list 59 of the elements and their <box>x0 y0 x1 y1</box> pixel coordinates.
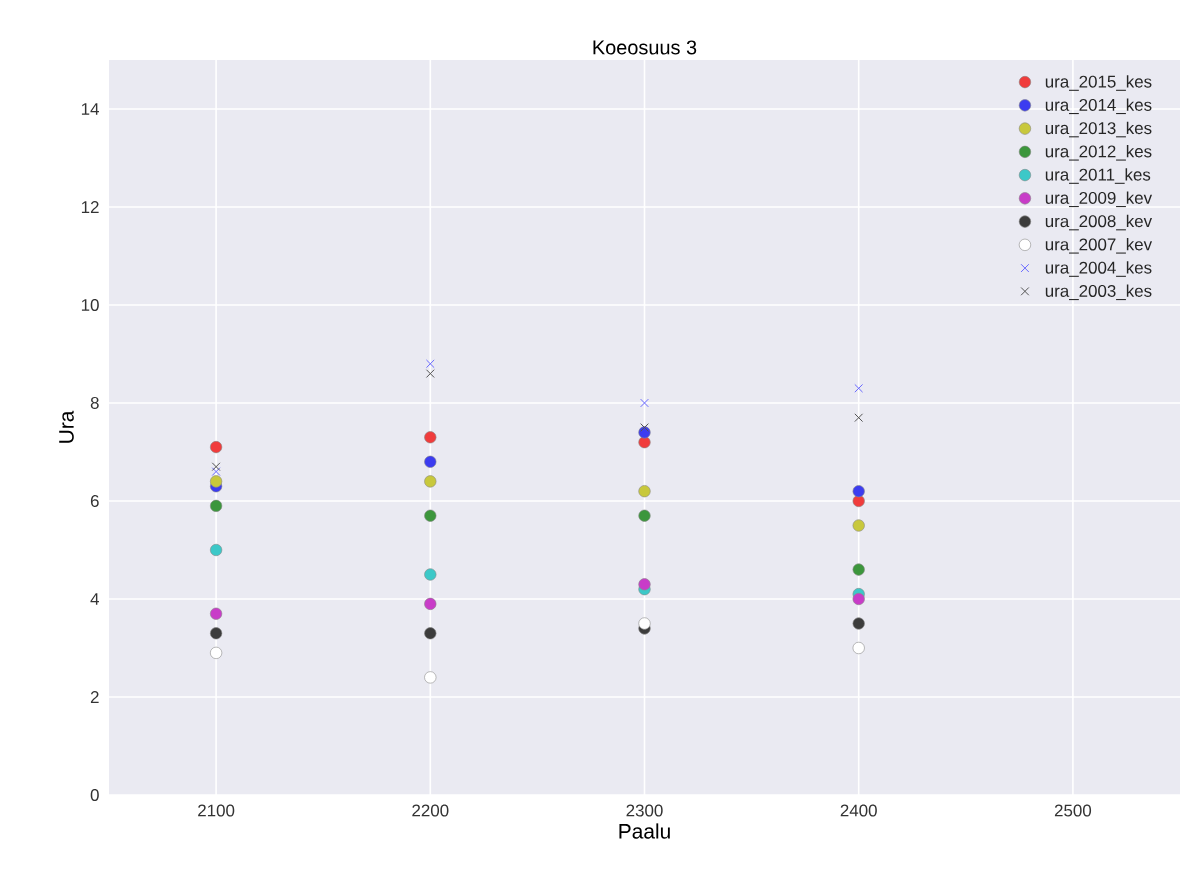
y-tick-label: 10 <box>81 299 99 311</box>
point <box>638 578 651 591</box>
y-tick-label: 0 <box>90 789 99 801</box>
point <box>211 462 221 472</box>
point <box>852 592 865 606</box>
x-tick-label: 2400 <box>840 804 877 817</box>
x-tick-label: 2500 <box>1054 804 1092 817</box>
point <box>640 398 649 408</box>
point <box>424 597 437 610</box>
point <box>852 641 865 655</box>
y-tick-label: 14 <box>81 103 99 115</box>
point <box>210 646 223 659</box>
legend-label: ura_2003_kes <box>1045 284 1152 301</box>
legend-label: ura_2009_kev <box>1045 191 1153 208</box>
point <box>854 383 864 393</box>
legend-label: ura_2004_kes <box>1045 261 1152 277</box>
legend-label: ura_2008_kev <box>1045 214 1153 231</box>
point <box>424 431 437 444</box>
point <box>210 441 223 454</box>
legend-label: ura_2013_kes <box>1045 121 1152 138</box>
y-tick-label: 12 <box>81 201 99 213</box>
point <box>210 499 223 512</box>
y-axis-title: Ura <box>59 410 74 443</box>
point <box>424 475 437 488</box>
chart-title: Koeosuus 3 <box>593 40 697 55</box>
x-tick-label: 2300 <box>626 804 663 817</box>
x-tick-label: 2200 <box>412 804 449 817</box>
y-tick-label: 6 <box>90 495 99 507</box>
legend-label: ura_2007_kev <box>1045 237 1153 254</box>
point <box>424 568 437 581</box>
point <box>638 485 651 498</box>
point <box>425 359 435 369</box>
x-axis-title: Paalu <box>619 823 670 839</box>
point <box>210 627 223 640</box>
point <box>210 475 223 488</box>
x-tick-label: 2100 <box>198 804 235 817</box>
point <box>852 617 865 630</box>
point <box>638 509 651 522</box>
point <box>424 509 437 522</box>
point <box>852 485 865 498</box>
point <box>425 369 435 378</box>
point <box>210 607 223 620</box>
point <box>211 467 221 476</box>
y-tick-label: 4 <box>90 593 99 605</box>
point <box>638 617 651 630</box>
legend-label: ura_2011_kes <box>1045 168 1151 184</box>
y-tick-label: 2 <box>90 691 99 703</box>
point <box>424 455 437 468</box>
legend-label: ura_2012_kes <box>1045 144 1152 161</box>
point <box>852 519 865 532</box>
point <box>854 413 864 423</box>
y-tick-label: 8 <box>90 397 99 409</box>
point <box>424 671 437 684</box>
point <box>210 543 223 557</box>
legend-label: ura_2015_kes <box>1045 75 1152 91</box>
point <box>424 627 437 640</box>
point <box>638 426 651 439</box>
point <box>852 563 865 576</box>
legend-label: ura_2014_kes <box>1045 98 1152 115</box>
